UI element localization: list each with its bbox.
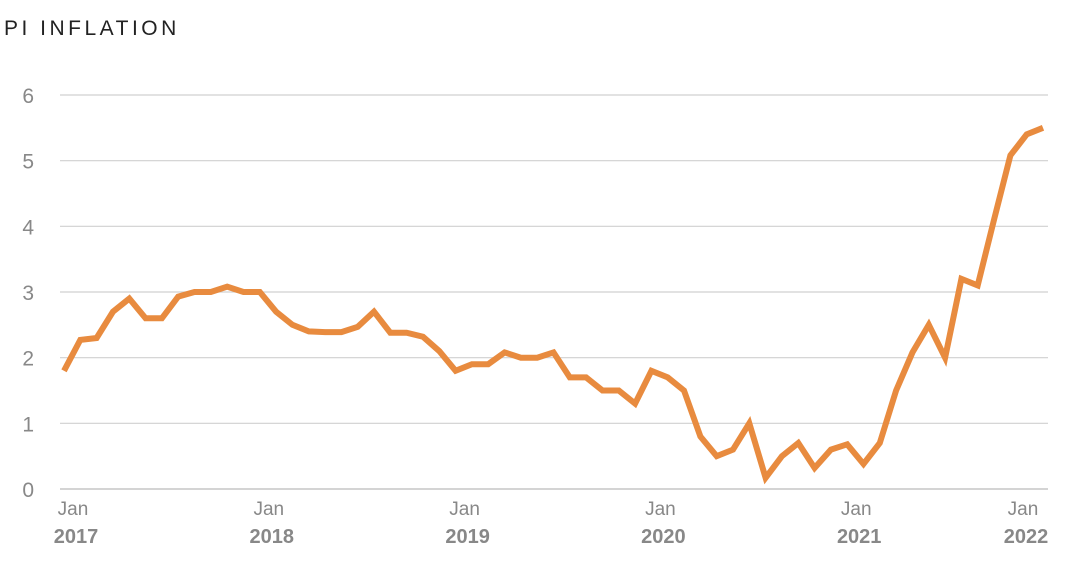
x-tick-month: Jan bbox=[58, 499, 89, 520]
x-tick-year: 2017 bbox=[54, 526, 99, 548]
y-tick-label: 5 bbox=[22, 151, 34, 174]
x-tick-month: Jan bbox=[841, 499, 872, 520]
y-tick-label: 2 bbox=[22, 348, 34, 371]
chart-title: PI INFLATION bbox=[4, 17, 180, 40]
y-tick-label: 0 bbox=[22, 479, 34, 502]
x-tick-year: 2018 bbox=[250, 526, 295, 548]
x-tick-year: 2020 bbox=[641, 526, 686, 548]
x-tick-month: Jan bbox=[449, 499, 480, 520]
x-tick-month: Jan bbox=[1008, 499, 1039, 520]
x-tick-month: Jan bbox=[645, 499, 676, 520]
y-tick-label: 6 bbox=[22, 85, 34, 108]
y-tick-label: 3 bbox=[22, 282, 34, 305]
x-tick-month: Jan bbox=[253, 499, 284, 520]
x-tick-year: 2019 bbox=[445, 526, 490, 548]
y-tick-label: 4 bbox=[22, 216, 34, 239]
inflation-series-line bbox=[61, 125, 1045, 485]
x-tick-year: 2021 bbox=[837, 526, 882, 548]
x-tick-year: 2022 bbox=[1004, 526, 1049, 548]
y-tick-label: 1 bbox=[22, 413, 34, 436]
